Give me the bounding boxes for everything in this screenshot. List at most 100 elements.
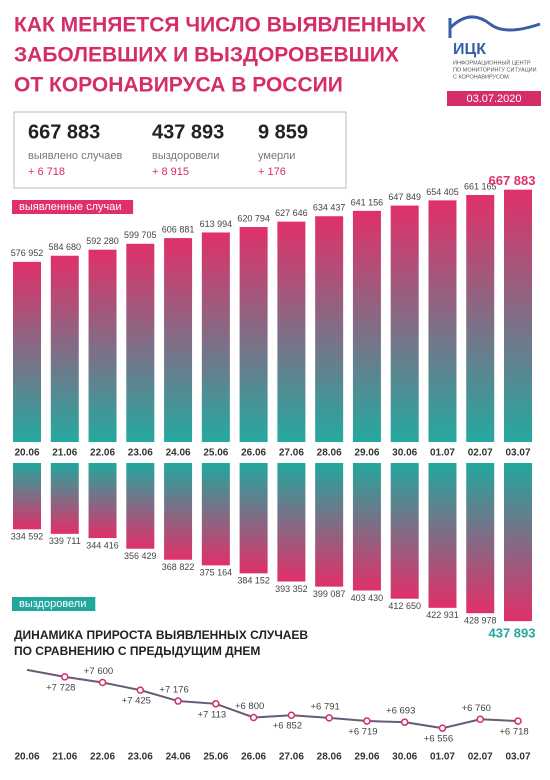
point bbox=[212, 700, 220, 708]
value-label: 428 978 bbox=[464, 616, 497, 626]
value-label: +6 718 bbox=[499, 727, 528, 738]
bar bbox=[239, 227, 268, 442]
bar bbox=[88, 249, 117, 442]
bar bbox=[466, 195, 495, 442]
stat-value: 9 859 bbox=[258, 121, 308, 143]
x-tick-label: 23.06 bbox=[128, 752, 153, 763]
value-label: 667 883 bbox=[489, 173, 536, 188]
x-tick-label: 29.06 bbox=[354, 448, 379, 459]
bar bbox=[277, 463, 306, 582]
value-label: 627 646 bbox=[275, 208, 308, 218]
bar bbox=[315, 216, 344, 442]
value-label: 384 152 bbox=[237, 576, 270, 586]
x-tick-label: 22.06 bbox=[90, 752, 115, 763]
title-line: ОТ КОРОНАВИРУСА В РОССИИ bbox=[14, 74, 343, 97]
value-label: 437 893 bbox=[489, 626, 536, 641]
x-tick-label: 02.07 bbox=[468, 752, 493, 763]
x-tick-label: 30.06 bbox=[392, 448, 417, 459]
value-label: 393 352 bbox=[275, 584, 308, 594]
stat-change: + 6 718 bbox=[28, 166, 65, 178]
bar bbox=[126, 243, 155, 442]
stat-value: 667 883 bbox=[28, 121, 100, 143]
value-label: 647 849 bbox=[388, 192, 421, 202]
bar bbox=[390, 463, 419, 599]
value-label: +7 600 bbox=[84, 666, 113, 677]
bar bbox=[390, 205, 419, 442]
value-label: 375 164 bbox=[200, 568, 233, 578]
x-tick-label: 20.06 bbox=[14, 752, 39, 763]
x-tick-label: 26.06 bbox=[241, 752, 266, 763]
bar bbox=[126, 463, 155, 549]
bar bbox=[88, 463, 117, 539]
point bbox=[136, 686, 145, 694]
legend-label: выздоровели bbox=[19, 598, 86, 610]
x-tick-label: 03.07 bbox=[505, 448, 530, 459]
x-tick-label: 20.06 bbox=[14, 448, 39, 459]
date-box bbox=[447, 91, 541, 106]
value-label: +6 760 bbox=[462, 703, 491, 714]
point bbox=[325, 714, 333, 722]
value-label: 412 650 bbox=[388, 601, 421, 611]
value-label: 356 429 bbox=[124, 551, 157, 561]
date: 03.07.2020 bbox=[466, 93, 521, 105]
logo-caption: ИНФОРМАЦИОННЫЙ ЦЕНТР bbox=[453, 58, 531, 66]
x-tick-label: 25.06 bbox=[203, 752, 228, 763]
value-label: 334 592 bbox=[11, 532, 44, 542]
value-label: 399 087 bbox=[313, 589, 346, 599]
bar bbox=[352, 463, 381, 591]
bar bbox=[239, 463, 268, 574]
value-label: 344 416 bbox=[86, 540, 119, 550]
x-tick-label: 01.07 bbox=[430, 752, 455, 763]
value-label: 592 280 bbox=[86, 236, 119, 246]
x-tick-label: 27.06 bbox=[279, 448, 304, 459]
bar bbox=[13, 261, 41, 442]
value-label: 403 430 bbox=[351, 593, 384, 603]
x-tick-label: 24.06 bbox=[166, 448, 191, 459]
bar bbox=[504, 189, 533, 442]
x-tick-label: 27.06 bbox=[279, 752, 304, 763]
value-label: 368 822 bbox=[162, 562, 195, 572]
point bbox=[476, 715, 484, 723]
point bbox=[363, 717, 371, 725]
bar bbox=[164, 238, 193, 442]
legend-tag bbox=[12, 597, 96, 611]
legend-label: выявленные случаи bbox=[19, 201, 121, 213]
value-label: 613 994 bbox=[200, 219, 233, 229]
stat-change: + 176 bbox=[258, 166, 286, 178]
value-label: 620 794 bbox=[237, 213, 270, 223]
value-label: +6 693 bbox=[386, 706, 415, 717]
bar bbox=[428, 200, 457, 442]
x-tick-label: 01.07 bbox=[430, 448, 455, 459]
point bbox=[174, 697, 182, 705]
value-label: 584 680 bbox=[48, 242, 81, 252]
value-label: 599 705 bbox=[124, 230, 157, 240]
x-tick-label: 30.06 bbox=[392, 752, 417, 763]
title-line: КАК МЕНЯЕТСЯ ЧИСЛО ВЫЯВЛЕННЫХ bbox=[14, 14, 426, 37]
x-tick-label: 22.06 bbox=[90, 448, 115, 459]
value-label: 641 156 bbox=[351, 197, 384, 207]
value-label: +7 425 bbox=[122, 696, 151, 707]
value-label: +7 728 bbox=[46, 682, 75, 693]
point bbox=[98, 678, 107, 687]
stat-label: выздоровели bbox=[152, 150, 219, 162]
bar bbox=[164, 463, 193, 560]
value-label: 661 165 bbox=[464, 181, 497, 191]
value-label: 606 881 bbox=[162, 224, 195, 234]
stat-value: 437 893 bbox=[152, 121, 224, 143]
logo-shape bbox=[448, 15, 541, 38]
x-tick-label: 21.06 bbox=[52, 448, 77, 459]
value-label: +6 719 bbox=[348, 727, 377, 738]
x-tick-label: 03.07 bbox=[505, 752, 530, 763]
bar bbox=[277, 221, 306, 442]
point bbox=[514, 717, 522, 725]
bar bbox=[504, 463, 533, 622]
bar bbox=[13, 463, 41, 530]
x-tick-label: 25.06 bbox=[203, 448, 228, 459]
x-tick-label: 23.06 bbox=[128, 448, 153, 459]
bar bbox=[201, 463, 230, 566]
value-label: 634 437 bbox=[313, 203, 346, 213]
bar bbox=[352, 210, 381, 442]
title-line: ЗАБОЛЕВШИХ И ВЫЗДОРОВЕВШИХ bbox=[14, 44, 399, 67]
bar bbox=[50, 255, 79, 442]
